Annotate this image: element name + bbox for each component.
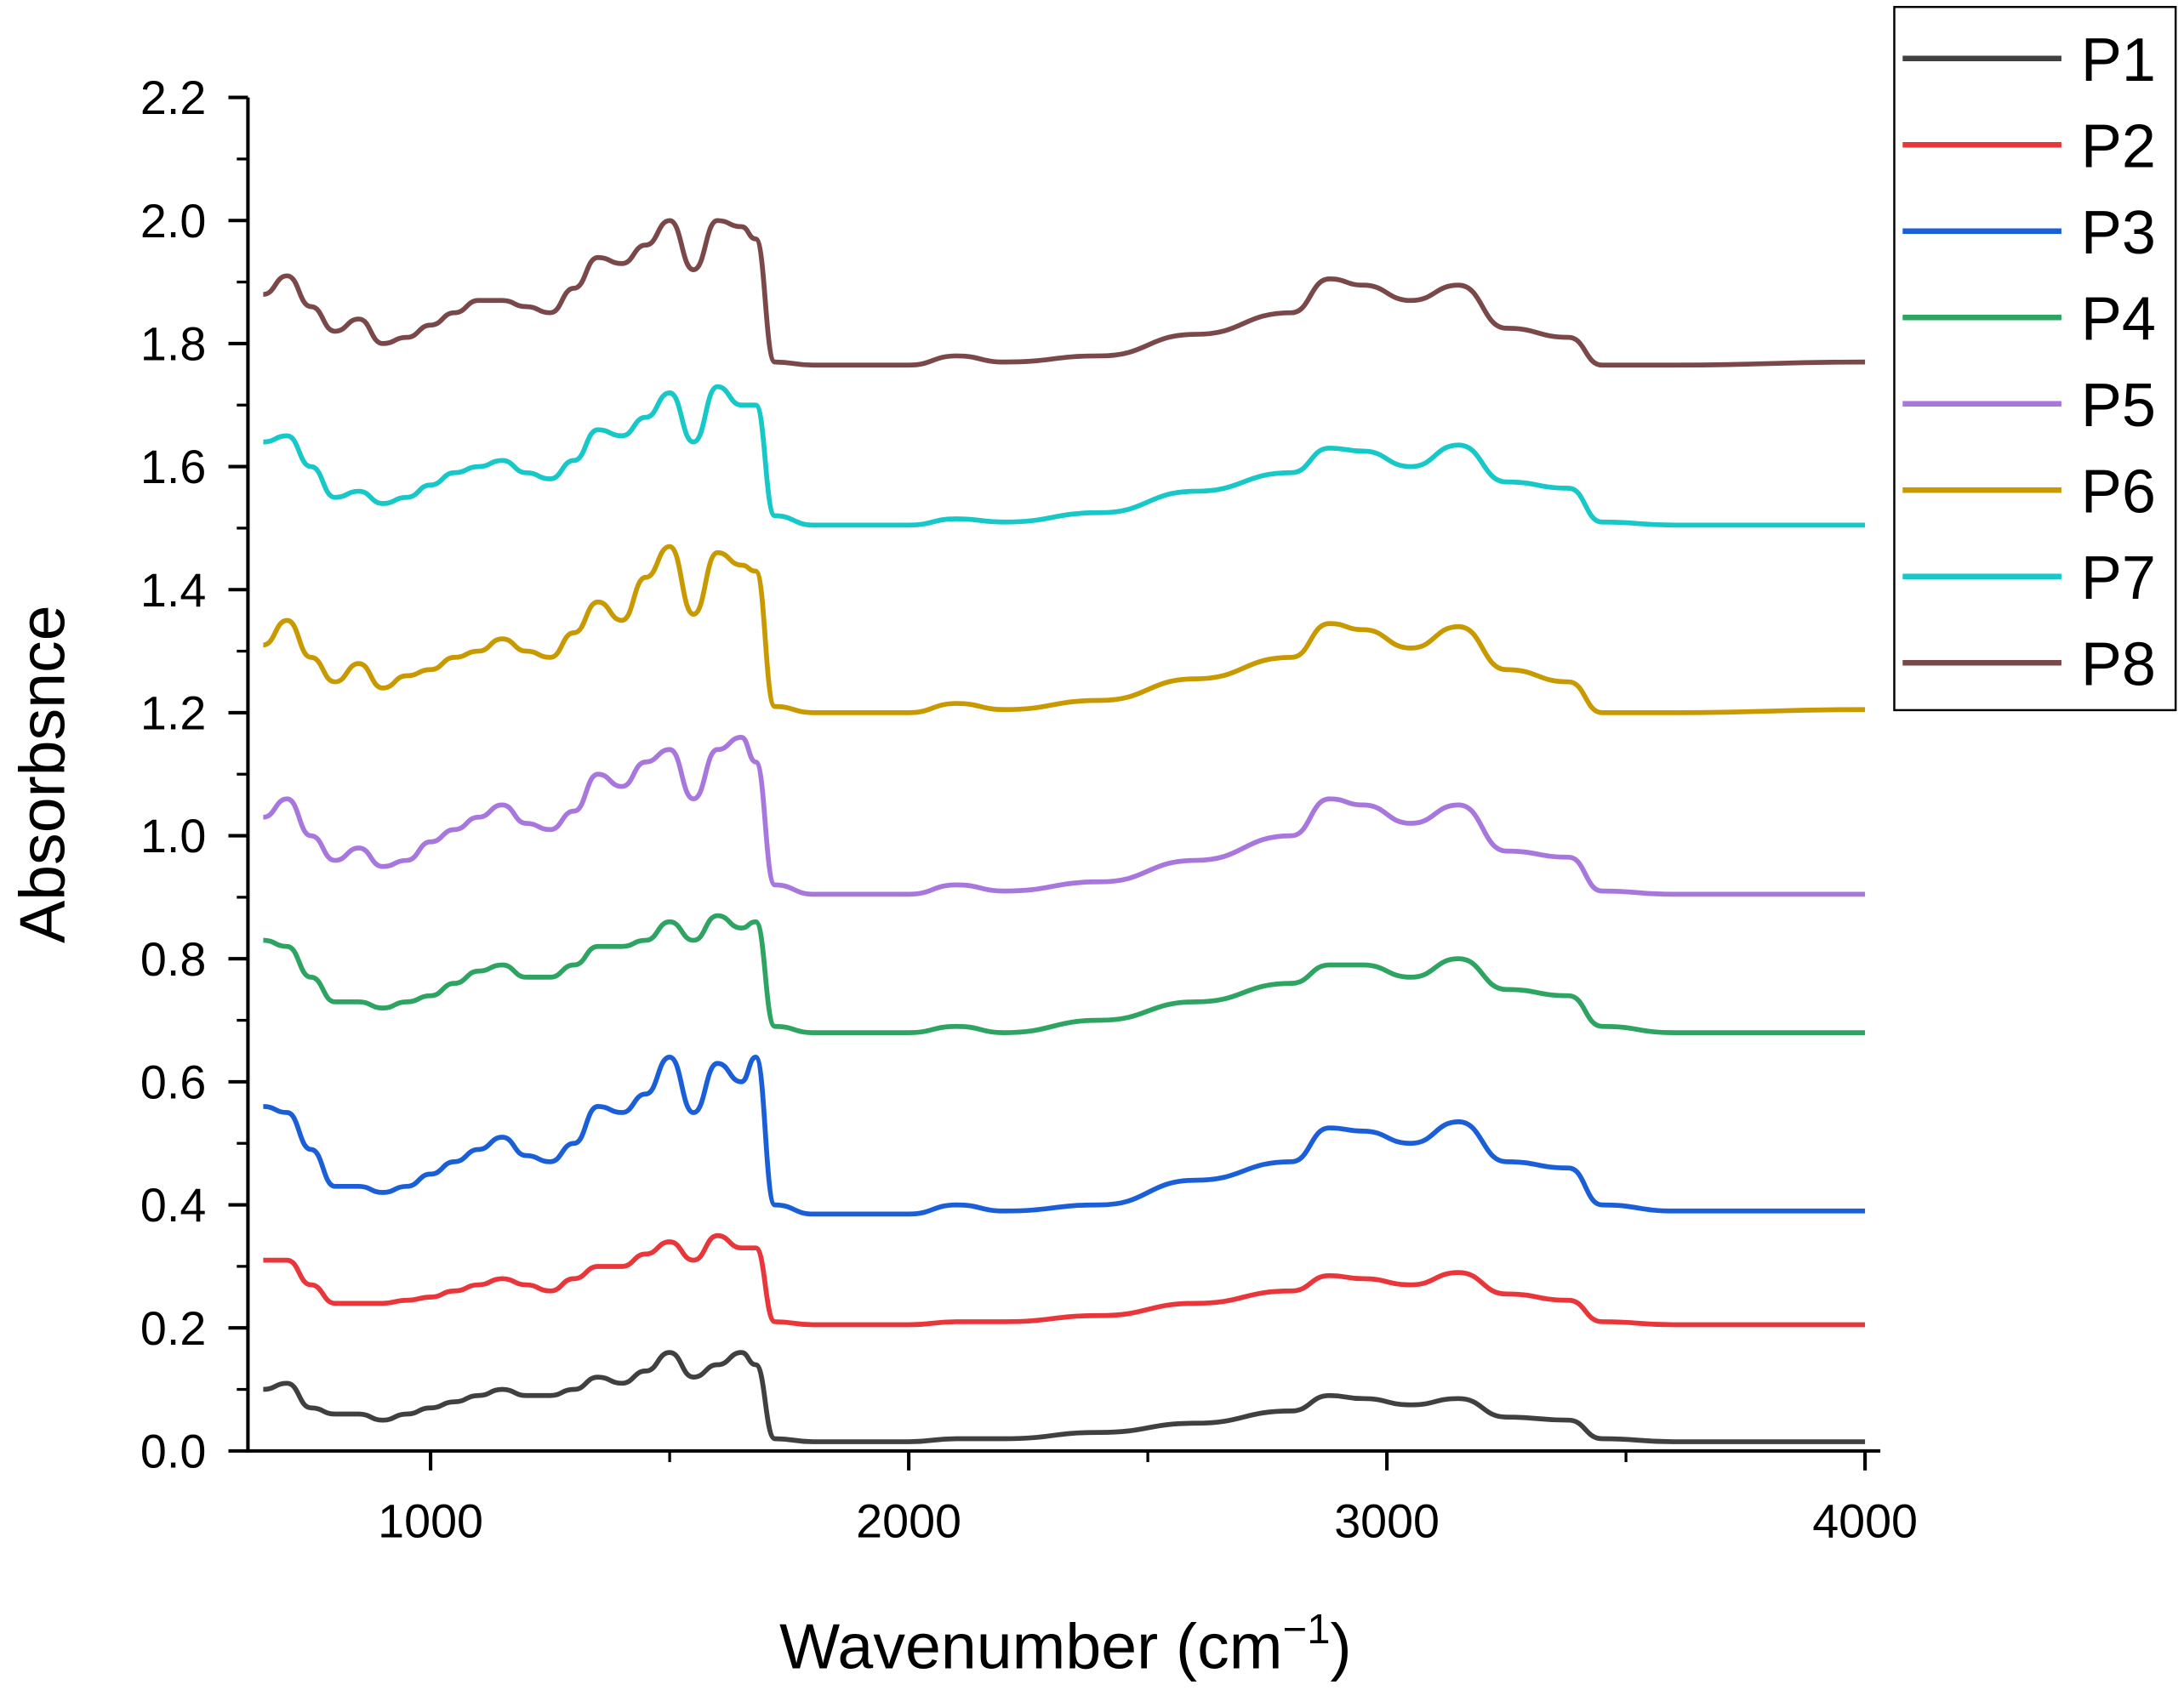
series-line-p7 bbox=[263, 384, 1866, 528]
y-tick-label: 0.6 bbox=[140, 1056, 206, 1109]
legend-label-p4: P4 bbox=[2081, 285, 2156, 353]
y-tick-label: 1.0 bbox=[140, 810, 206, 862]
y-tick-label: 1.2 bbox=[140, 687, 206, 740]
series-line-p1 bbox=[263, 1350, 1866, 1444]
series-layer bbox=[262, 218, 1866, 1444]
x-tick-label: 2000 bbox=[856, 1494, 961, 1547]
legend-label-p7: P7 bbox=[2081, 544, 2156, 612]
legend-label-p2: P2 bbox=[2081, 112, 2156, 180]
series-line-p3 bbox=[263, 1055, 1866, 1217]
y-tick-label: 1.8 bbox=[140, 318, 206, 371]
x-axis-title-close: ) bbox=[1331, 1610, 1352, 1682]
legend-box bbox=[1893, 5, 2177, 712]
x-axis-title-main: Wavenumber (cm bbox=[779, 1610, 1282, 1682]
y-tick-label: 2.2 bbox=[140, 71, 206, 124]
x-tick-label: 4000 bbox=[1812, 1494, 1918, 1547]
series-line-p8 bbox=[262, 218, 1866, 368]
x-axis-title-superscript: −1 bbox=[1283, 1607, 1331, 1653]
y-tick-label: 1.4 bbox=[140, 564, 206, 617]
legend-label-p1: P1 bbox=[2081, 26, 2156, 94]
series-line-p5 bbox=[262, 734, 1866, 897]
series-line-p6 bbox=[262, 544, 1866, 715]
axes: 0.0 0.2 0.4 0.6 0.8 1.0 1.2 1.4 1.6 1.8 2.0 2.2 1000… bbox=[140, 71, 1918, 1547]
y-tick-label: 0.4 bbox=[140, 1179, 206, 1232]
y-tick-label: 0.2 bbox=[140, 1302, 206, 1355]
series-line-p2 bbox=[263, 1232, 1866, 1328]
legend-label-p6: P6 bbox=[2081, 458, 2156, 526]
y-tick-label: 0.0 bbox=[140, 1426, 206, 1478]
y-axis-title: Absorbsnce bbox=[6, 605, 77, 943]
y-tick-label: 2.0 bbox=[140, 195, 206, 248]
x-tick-label: 1000 bbox=[378, 1494, 483, 1547]
x-tick-label: 3000 bbox=[1334, 1494, 1440, 1547]
legend-label-p8: P8 bbox=[2081, 630, 2156, 698]
legend: P1 P2 P3 P4 P5 P6 P7 P8 bbox=[1893, 5, 2177, 712]
y-tick-label: 1.6 bbox=[140, 441, 206, 493]
legend-label-p3: P3 bbox=[2081, 199, 2156, 267]
legend-label-p5: P5 bbox=[2081, 372, 2156, 440]
series-line-p4 bbox=[263, 913, 1866, 1035]
x-axis-title: Wavenumber (cm−1) bbox=[779, 1607, 1351, 1682]
y-tick-label: 0.8 bbox=[140, 933, 206, 986]
